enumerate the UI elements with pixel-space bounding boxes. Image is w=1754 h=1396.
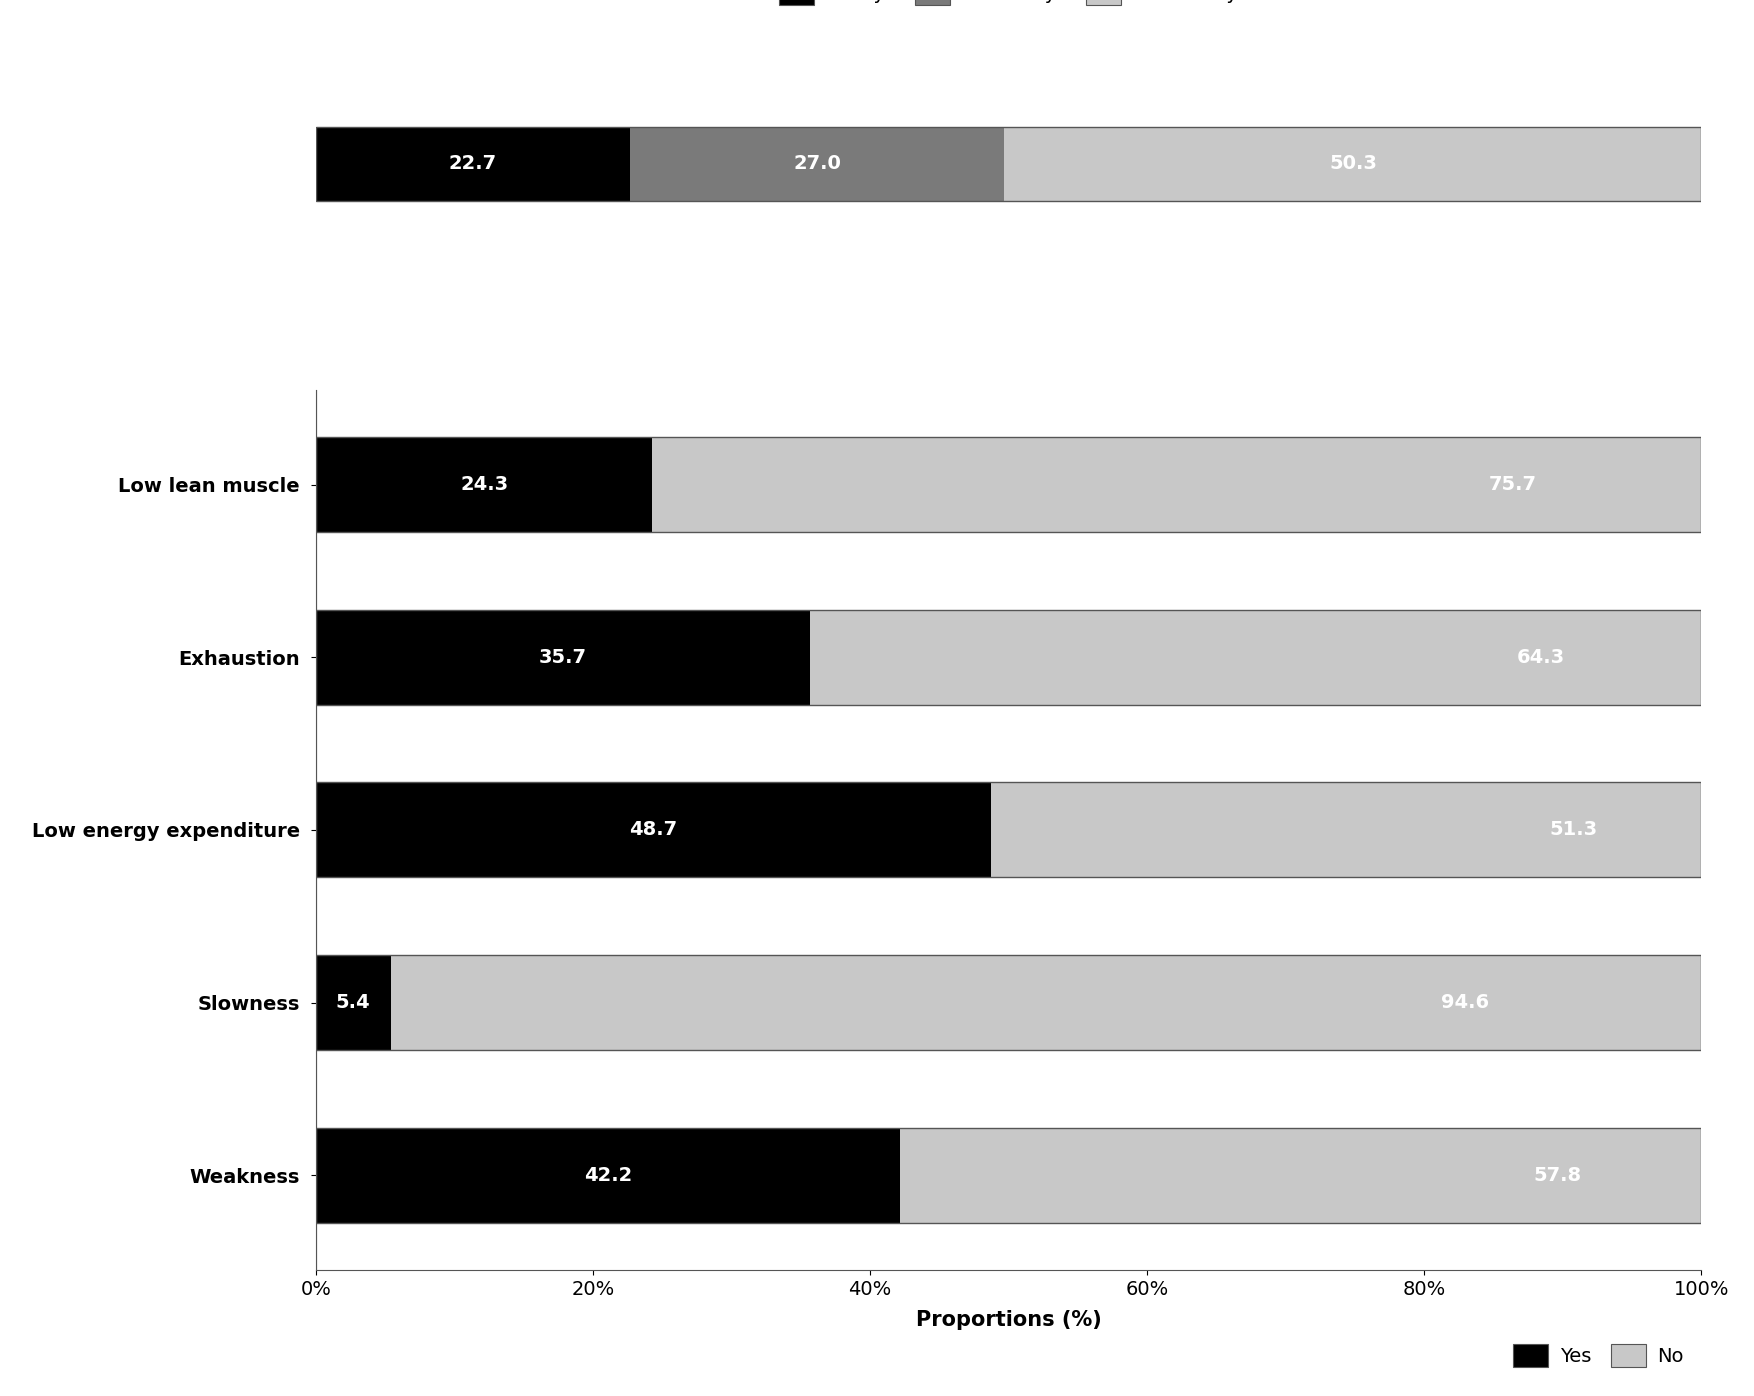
Text: 48.7: 48.7 xyxy=(630,821,677,839)
Legend: Frailty, Pre-frailty, Non-Frailty: Frailty, Pre-frailty, Non-Frailty xyxy=(772,0,1245,13)
Text: 50.3: 50.3 xyxy=(1330,155,1377,173)
Bar xyxy=(630,127,1005,201)
Text: 27.0: 27.0 xyxy=(793,155,842,173)
Bar xyxy=(316,127,630,201)
Text: 5.4: 5.4 xyxy=(335,993,370,1012)
Bar xyxy=(810,610,1701,705)
Text: 75.7: 75.7 xyxy=(1489,475,1537,494)
Bar xyxy=(391,955,1701,1050)
Text: 22.7: 22.7 xyxy=(449,155,496,173)
Bar xyxy=(1005,127,1701,201)
Text: 94.6: 94.6 xyxy=(1442,993,1489,1012)
Text: 24.3: 24.3 xyxy=(460,475,509,494)
Bar xyxy=(316,1128,900,1223)
Bar xyxy=(316,955,391,1050)
Bar xyxy=(652,437,1701,532)
Bar xyxy=(316,610,810,705)
Bar xyxy=(316,783,991,878)
Text: 42.2: 42.2 xyxy=(584,1166,631,1185)
Text: 35.7: 35.7 xyxy=(538,648,588,667)
Bar xyxy=(991,783,1701,878)
X-axis label: Proportions (%): Proportions (%) xyxy=(916,1311,1102,1330)
Text: 51.3: 51.3 xyxy=(1549,821,1598,839)
Bar xyxy=(316,437,652,532)
Legend: Yes, No: Yes, No xyxy=(1505,1336,1691,1375)
Text: 57.8: 57.8 xyxy=(1533,1166,1582,1185)
Bar xyxy=(900,1128,1701,1223)
Text: 64.3: 64.3 xyxy=(1517,648,1565,667)
